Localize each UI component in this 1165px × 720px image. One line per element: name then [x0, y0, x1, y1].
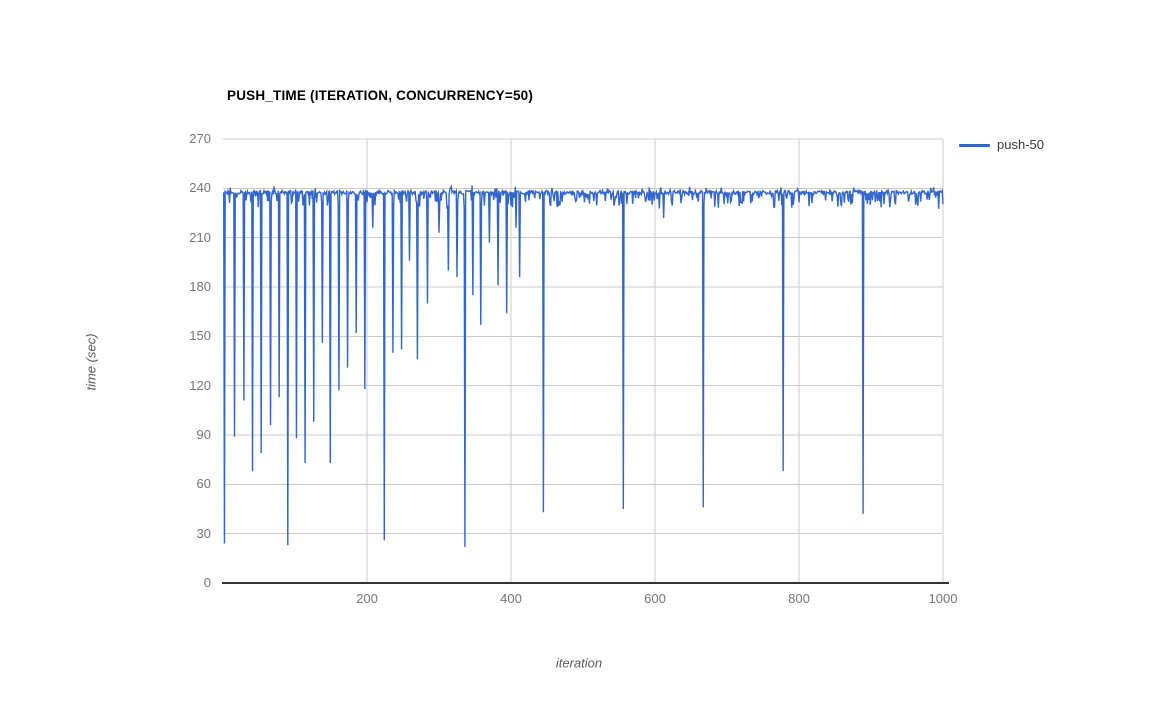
y-tick-label: 30 [196, 525, 211, 541]
y-tick-label: 120 [189, 377, 211, 393]
legend-label: push-50 [997, 137, 1044, 152]
x-axis-title: iteration [555, 655, 603, 671]
y-axis-title: time (sec) [83, 333, 99, 391]
series-line-push-50 [222, 184, 944, 547]
x-tick-label: 800 [788, 591, 810, 606]
x-tick-label: 400 [500, 591, 522, 606]
y-tick-label: 180 [189, 279, 211, 294]
x-tick-label: 600 [644, 591, 666, 606]
y-tick-label: 60 [196, 476, 211, 492]
y-tick-label: 150 [189, 328, 211, 344]
y-tick-label: 270 [189, 131, 211, 146]
y-tick-label: 0 [203, 575, 211, 590]
chart-title: PUSH_TIME (ITERATION, CONCURRENCY=50) [227, 88, 534, 103]
y-tick-label: 90 [196, 427, 211, 442]
y-tick-label: 240 [189, 180, 211, 196]
x-tick-label: 1000 [928, 591, 958, 606]
legend-line-swatch [959, 144, 990, 147]
y-tick-label: 210 [189, 229, 211, 245]
x-tick-label: 200 [356, 591, 378, 606]
